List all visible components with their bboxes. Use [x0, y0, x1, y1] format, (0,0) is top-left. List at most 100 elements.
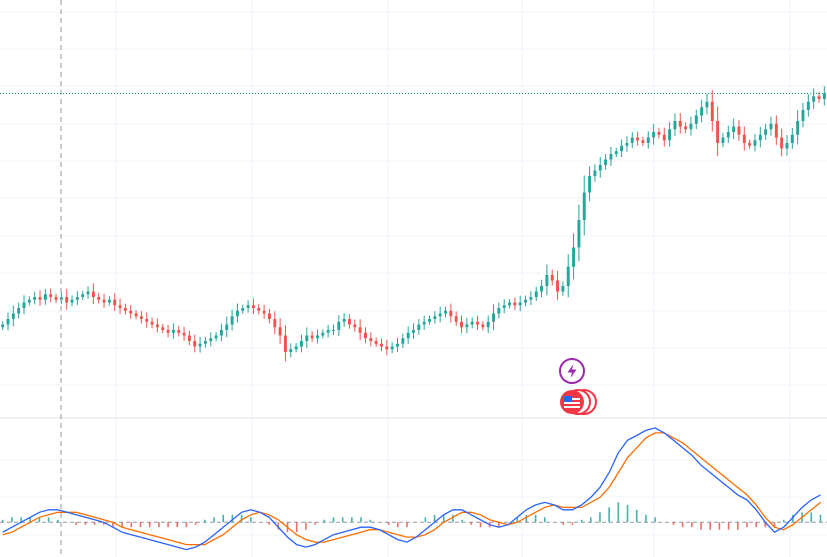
candle-body — [684, 126, 688, 130]
candle-body — [769, 123, 773, 130]
candle — [70, 295, 74, 307]
candle — [806, 94, 810, 117]
candle — [283, 325, 287, 362]
candle — [150, 317, 154, 329]
candle-body — [422, 321, 426, 325]
candle — [428, 315, 431, 325]
candle — [107, 296, 111, 306]
candle-body — [369, 338, 373, 341]
candle — [753, 133, 757, 152]
candle — [161, 323, 165, 334]
candle-body — [182, 332, 186, 336]
candle-body — [556, 280, 560, 292]
candle-body — [225, 324, 229, 330]
candle — [385, 339, 389, 356]
candle-body — [470, 321, 474, 325]
candle — [406, 326, 410, 344]
candle — [97, 292, 101, 304]
candle-body — [305, 335, 309, 341]
candle — [278, 318, 282, 344]
candle — [732, 118, 736, 140]
candle — [33, 291, 37, 305]
candle — [684, 122, 688, 134]
candle-body — [630, 137, 634, 143]
candle-body — [742, 134, 746, 143]
candle-body — [91, 291, 95, 297]
candle-body — [209, 338, 213, 341]
candle — [710, 90, 714, 132]
candle-body — [812, 96, 816, 102]
candle-body — [321, 332, 325, 336]
candle — [588, 166, 592, 202]
event-marker-lightning[interactable] — [559, 358, 585, 384]
candle — [721, 132, 725, 148]
candle-body — [492, 313, 495, 322]
candle-body — [726, 132, 730, 138]
candle-body — [332, 330, 335, 331]
candle — [358, 319, 362, 340]
candle-body — [198, 343, 202, 347]
candle — [646, 131, 650, 149]
candle-body — [732, 126, 736, 132]
candle-body — [348, 319, 351, 325]
candle-body — [118, 305, 122, 308]
candle — [113, 293, 117, 311]
candle — [203, 336, 207, 348]
candle — [364, 327, 367, 344]
candle — [540, 279, 544, 298]
candle-body — [27, 299, 31, 303]
candle-body — [401, 338, 405, 344]
candle — [348, 314, 351, 329]
candle — [790, 128, 794, 150]
candle-body — [534, 291, 538, 297]
candle-body — [796, 121, 800, 135]
candle — [550, 269, 554, 286]
candle-body — [780, 137, 784, 149]
candle-body — [497, 308, 501, 314]
candle-body — [17, 308, 21, 314]
candle-body — [550, 275, 554, 281]
candle-body — [822, 93, 826, 99]
candle-body — [518, 302, 522, 306]
candle — [342, 313, 346, 328]
candle-body — [460, 321, 463, 328]
event-marker-us-flag[interactable] — [560, 389, 597, 415]
candle-body — [673, 121, 677, 130]
candle-body — [652, 132, 656, 138]
candle — [251, 298, 255, 315]
candle-body — [604, 159, 608, 165]
candle — [614, 147, 618, 158]
candle-body — [380, 343, 383, 347]
candle — [492, 304, 495, 331]
candle-body — [22, 302, 26, 308]
candle — [609, 146, 613, 166]
candle-body — [721, 137, 725, 143]
price-candles — [1, 86, 826, 362]
candle — [310, 331, 314, 343]
candle-body — [65, 297, 69, 303]
candle — [822, 86, 826, 106]
candle-body — [801, 110, 805, 121]
candle-body — [342, 319, 346, 322]
candle — [235, 303, 239, 323]
candle — [273, 311, 277, 335]
candle — [6, 312, 10, 331]
candle-body — [444, 310, 447, 314]
candle — [198, 337, 202, 353]
candle — [582, 175, 586, 236]
candle-body — [657, 132, 661, 135]
candle — [470, 317, 474, 329]
candle — [22, 295, 26, 315]
candle-body — [33, 297, 37, 300]
candle — [529, 291, 533, 306]
candle-body — [203, 341, 207, 344]
candle-body — [774, 123, 778, 138]
candle-body — [337, 321, 341, 330]
candle-body — [582, 192, 586, 220]
macd-line — [2, 427, 821, 551]
candle-body — [97, 297, 101, 300]
candle — [449, 303, 453, 323]
candle-body — [75, 297, 79, 300]
